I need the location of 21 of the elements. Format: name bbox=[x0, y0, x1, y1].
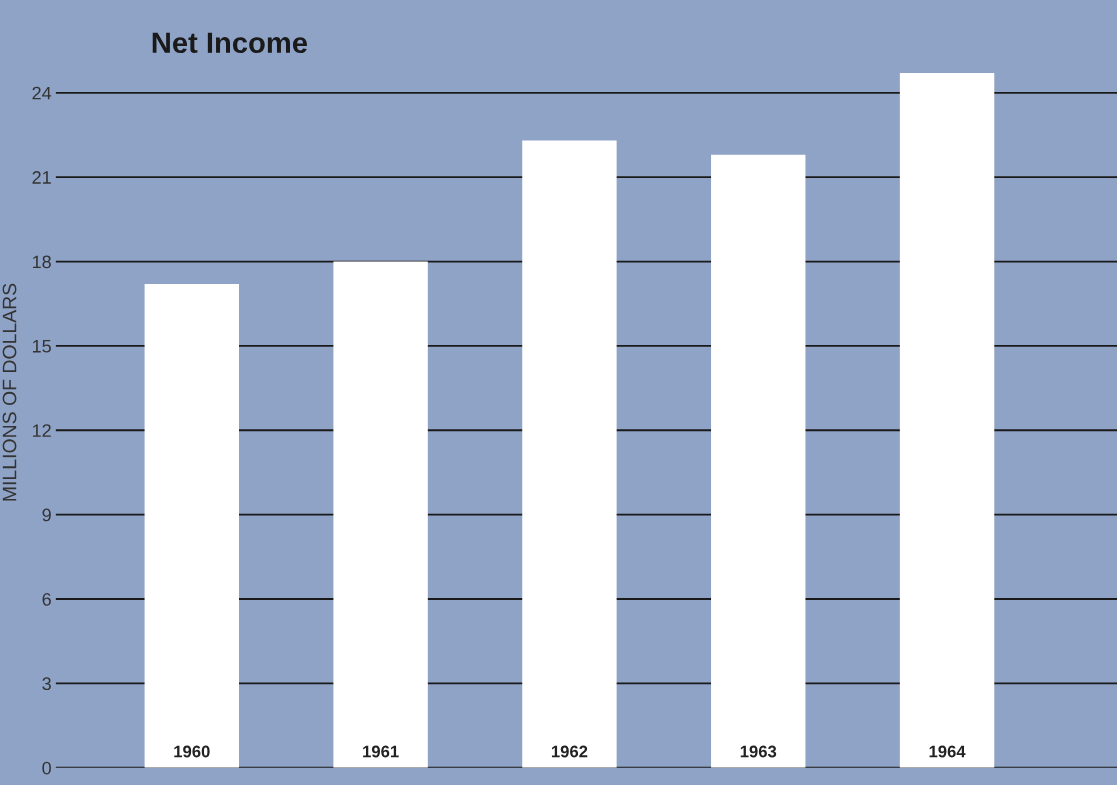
bar bbox=[333, 261, 428, 768]
bar bbox=[711, 154, 806, 768]
x-tick-label: 1963 bbox=[740, 745, 777, 758]
y-tick-label: 0 bbox=[42, 761, 51, 775]
y-tick-label: 18 bbox=[32, 255, 51, 269]
y-tick-label: 24 bbox=[32, 86, 52, 100]
text: Net Income bbox=[152, 32, 308, 54]
y-tick-label: 15 bbox=[32, 340, 51, 353]
y-axis-title: MILLIONS OF DOLLARS bbox=[2, 283, 17, 501]
y-tick-label: 3 bbox=[42, 677, 51, 691]
x-tick-label: 1962 bbox=[551, 745, 588, 758]
x-tick-label: 1964 bbox=[929, 745, 966, 758]
y-tick-label: 6 bbox=[42, 592, 51, 606]
x-tick-label: 1960 bbox=[174, 745, 210, 758]
bar bbox=[144, 284, 239, 768]
y-tick-label: 12 bbox=[32, 424, 51, 437]
y-tick-label: 9 bbox=[42, 508, 51, 522]
x-tick-label: 1961 bbox=[363, 745, 399, 758]
y-tick-label: 21 bbox=[32, 171, 51, 184]
bar bbox=[522, 140, 617, 768]
bar bbox=[899, 73, 995, 768]
